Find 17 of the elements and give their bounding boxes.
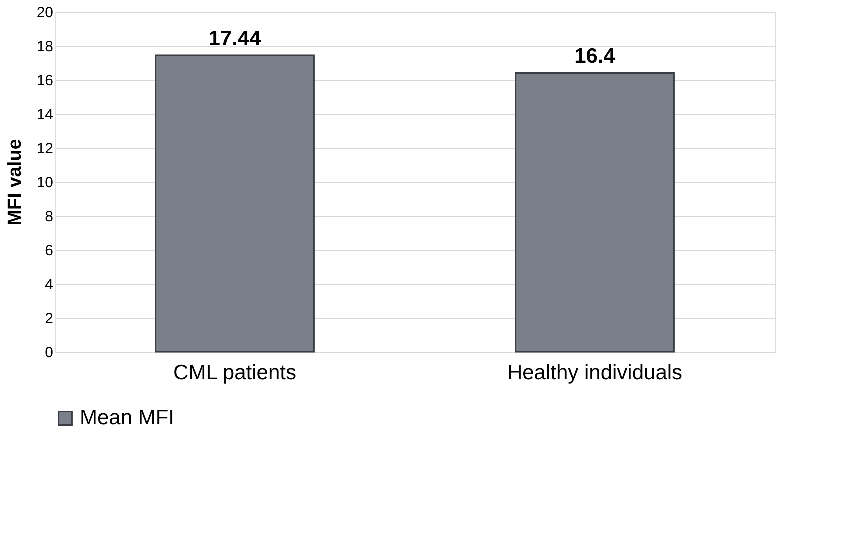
y-tick-label: 16 [36,72,54,90]
legend-label: Mean MFI [80,406,175,430]
data-label: 17.44 [208,28,262,51]
y-axis-title: MFI value [4,139,26,226]
y-tick-label: 2 [45,310,54,328]
x-tick-label: Healthy individuals [507,362,683,384]
x-tick-label: CML patients [174,362,296,384]
y-tick-label: 8 [45,208,54,226]
y-tick-label: 14 [36,106,54,124]
data-label: 16.4 [574,45,616,68]
y-tick-label: 10 [36,174,54,192]
y-tick-label: 12 [36,140,54,158]
y-tick-label: 18 [36,38,54,56]
y-tick-label: 4 [45,276,54,294]
y-tick-label: 6 [45,242,54,260]
y-tick-label: 0 [45,344,54,362]
y-tick-label: 20 [36,4,54,22]
